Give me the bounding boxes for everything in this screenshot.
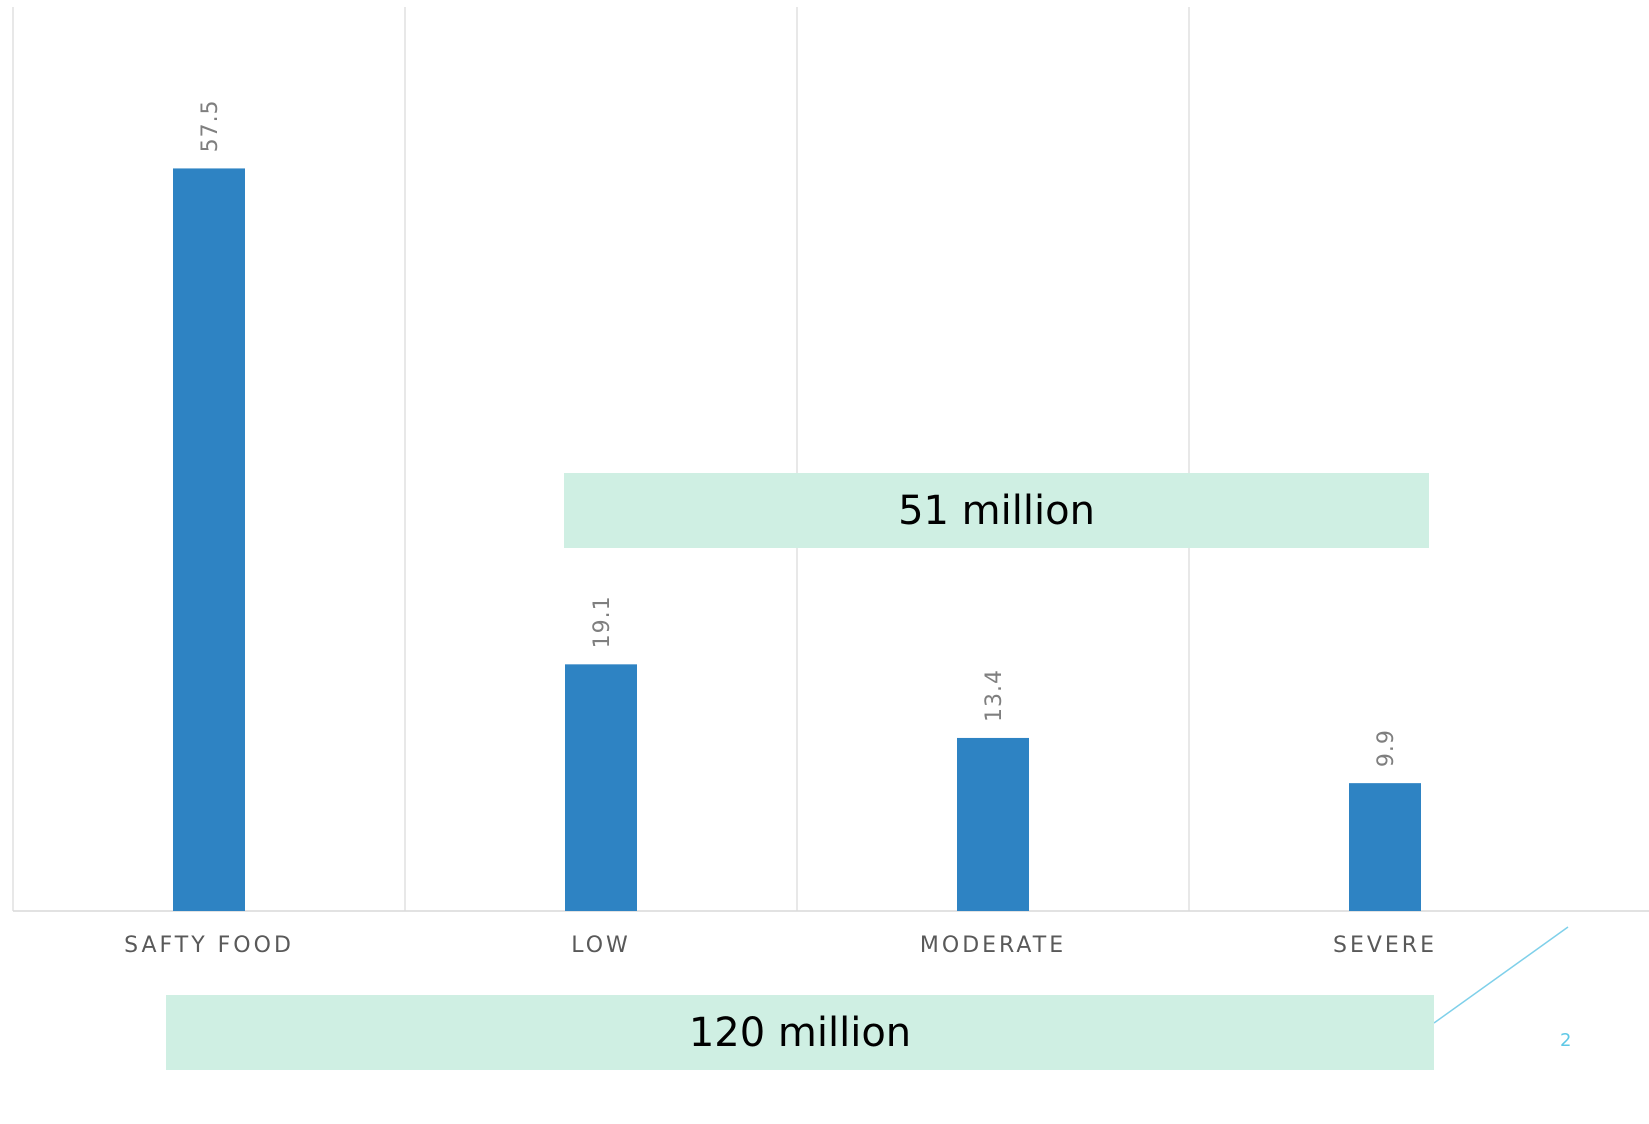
category-label: LOW (571, 933, 631, 958)
labels: 57.5 SAFTY FOOD 19.1 LOW 13.4 MODERATE 9.9 SEVE… (124, 99, 1437, 958)
callout-51-million: 51 million (564, 473, 1429, 548)
category-label: SEVERE (1333, 933, 1437, 958)
bar-severe (1349, 783, 1421, 911)
bars (173, 168, 1421, 911)
callout-51-million-text: 51 million (898, 487, 1095, 534)
page-number: 2 (1560, 1030, 1572, 1051)
callout-120-million: 120 million (166, 995, 1434, 1070)
bar-safty-food (173, 168, 245, 911)
callout-connector-line (1433, 926, 1569, 1024)
callout-120-million-text: 120 million (688, 1009, 912, 1056)
bar-low (565, 664, 637, 911)
data-label: 19.1 (590, 595, 615, 648)
data-label: 13.4 (982, 669, 1007, 722)
data-label: 57.5 (198, 99, 223, 152)
grid-lines (12, 7, 1649, 912)
bar-moderate (957, 737, 1029, 911)
category-label: MODERATE (920, 933, 1066, 958)
data-label: 9.9 (1374, 729, 1399, 767)
category-label: SAFTY FOOD (124, 933, 294, 958)
